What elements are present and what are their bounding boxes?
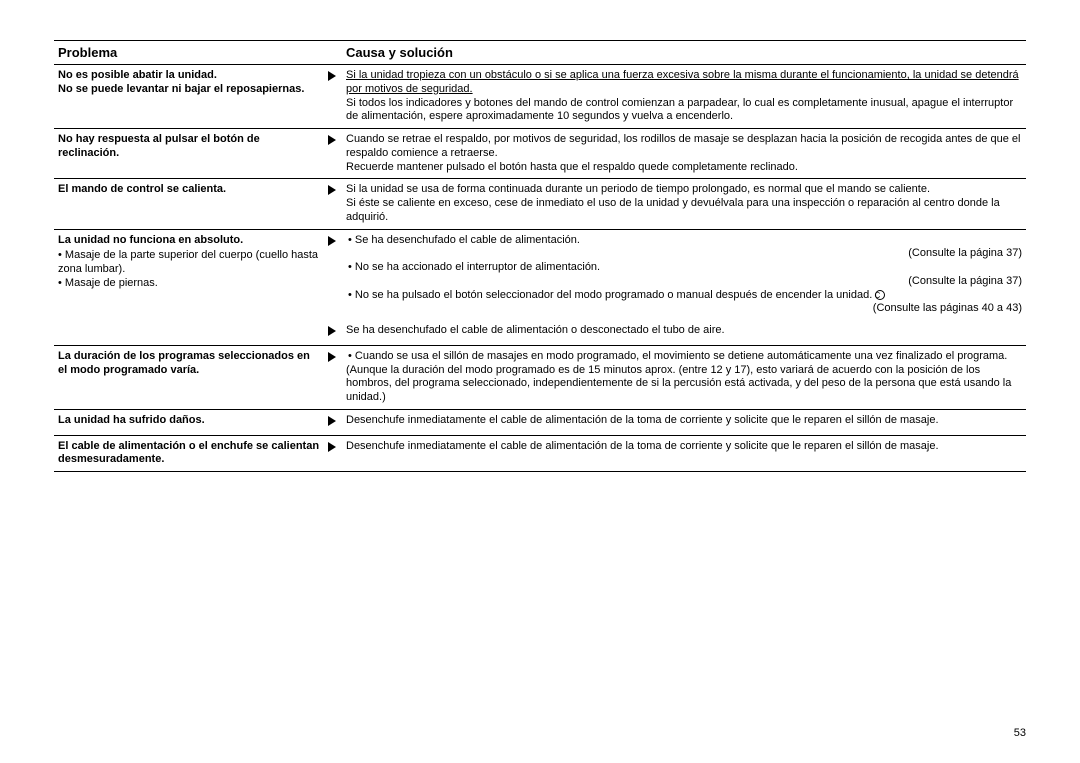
cause-cell: • Se ha desenchufado el cable de aliment…: [342, 229, 1026, 320]
cause-cell: Se ha desenchufado el cable de alimentac…: [342, 320, 1026, 345]
problem-title: El mando de control se calienta.: [58, 183, 320, 197]
table-row: La duración de los programas seleccionad…: [54, 345, 1026, 409]
cause-cell: Desenchufe inmediatamente el cable de al…: [342, 435, 1026, 472]
cause-text: Si la unidad se usa de forma continuada …: [346, 183, 1022, 197]
problem-title: No hay respuesta al pulsar el botón de r…: [58, 133, 320, 161]
arrow-right-icon: [328, 185, 336, 195]
problem-sub: • Masaje de la parte superior del cuerpo…: [58, 249, 320, 290]
cause-text: Se ha desenchufado el cable de alimentac…: [346, 324, 1022, 338]
cause-cell: • Cuando se usa el sillón de masajes en …: [342, 345, 1026, 409]
arrow-right-icon: [328, 236, 336, 246]
problem-title: No es posible abatir la unidad.No se pue…: [58, 69, 320, 97]
cause-text: Cuando se retrae el respaldo, por motivo…: [346, 133, 1022, 161]
cause-text: Desenchufe inmediatamente el cable de al…: [346, 440, 1022, 454]
cause-text: Si la unidad tropieza con un obstáculo o…: [346, 69, 1022, 97]
cause-text: Recuerde mantener pulsado el botón hasta…: [346, 161, 1022, 175]
cause-cell: Desenchufe inmediatamente el cable de al…: [342, 409, 1026, 435]
problem-cell: La duración de los programas seleccionad…: [54, 345, 324, 409]
cause-bullet: • Se ha desenchufado el cable de aliment…: [346, 234, 1022, 248]
table-row: La unidad ha sufrido daños. Desenchufe in…: [54, 409, 1026, 435]
problem-cell: El cable de alimentación o el enchufe se…: [54, 435, 324, 472]
arrow-cell: [324, 229, 342, 320]
cause-text: (Aunque la duración del modo programado …: [346, 364, 1022, 405]
arrow-cell: [324, 345, 342, 409]
arrow-right-icon: [328, 352, 336, 362]
arrow-right-icon: [328, 442, 336, 452]
problem-title: La unidad no funciona en absoluto.: [58, 234, 320, 248]
page-reference: (Consulte la página 37): [346, 275, 1022, 289]
arrow-right-icon: [328, 71, 336, 81]
arrow-cell: [324, 179, 342, 229]
page-reference: (Consulte las páginas 40 a 43): [346, 302, 1022, 316]
problem-cell: No es posible abatir la unidad.No se pue…: [54, 65, 324, 129]
table-body: No es posible abatir la unidad.No se pue…: [54, 65, 1026, 472]
table-header-row: Problema Causa y solución: [54, 41, 1026, 65]
troubleshooting-table: Problema Causa y solución No es posible …: [54, 40, 1026, 472]
cause-bullet: • No se ha accionado el interruptor de a…: [346, 261, 1022, 275]
table-row: No hay respuesta al pulsar el botón de r…: [54, 129, 1026, 179]
arrow-cell: [324, 129, 342, 179]
problem-title: La duración de los programas seleccionad…: [58, 350, 320, 378]
arrow-cell: [324, 409, 342, 435]
problem-title: El cable de alimentación o el enchufe se…: [58, 440, 320, 468]
cause-text: Si éste se caliente en exceso, cese de i…: [346, 197, 1022, 225]
page: Problema Causa y solución No es posible …: [0, 0, 1080, 763]
cause-cell: Cuando se retrae el respaldo, por motivo…: [342, 129, 1026, 179]
problem-cell: No hay respuesta al pulsar el botón de r…: [54, 129, 324, 179]
cause-text: Desenchufe inmediatamente el cable de al…: [346, 414, 1022, 428]
circled-letter-icon: C: [875, 290, 885, 300]
problem-cell: La unidad no funciona en absoluto.• Masa…: [54, 229, 324, 345]
problem-cell: El mando de control se calienta.: [54, 179, 324, 229]
page-reference: (Consulte la página 37): [346, 247, 1022, 261]
cause-cell: Si la unidad se usa de forma continuada …: [342, 179, 1026, 229]
header-arrow-spacer: [324, 41, 342, 65]
header-problem: Problema: [54, 41, 324, 65]
cause-text: Si todos los indicadores y botones del m…: [346, 97, 1022, 125]
arrow-right-icon: [328, 326, 336, 336]
cause-bullet: • No se ha pulsado el botón seleccionado…: [346, 289, 1022, 303]
arrow-right-icon: [328, 416, 336, 426]
problem-title: La unidad ha sufrido daños.: [58, 414, 320, 428]
table-row: El mando de control se calienta. Si la un…: [54, 179, 1026, 229]
arrow-cell: [324, 320, 342, 345]
cause-bullet: • Cuando se usa el sillón de masajes en …: [346, 350, 1022, 364]
page-number: 53: [1014, 727, 1026, 739]
table-row: La unidad no funciona en absoluto.• Masa…: [54, 229, 1026, 320]
problem-cell: La unidad ha sufrido daños.: [54, 409, 324, 435]
arrow-cell: [324, 65, 342, 129]
header-cause: Causa y solución: [342, 41, 1026, 65]
table-row: No es posible abatir la unidad.No se pue…: [54, 65, 1026, 129]
arrow-right-icon: [328, 135, 336, 145]
arrow-cell: [324, 435, 342, 472]
cause-cell: Si la unidad tropieza con un obstáculo o…: [342, 65, 1026, 129]
table-row: El cable de alimentación o el enchufe se…: [54, 435, 1026, 472]
